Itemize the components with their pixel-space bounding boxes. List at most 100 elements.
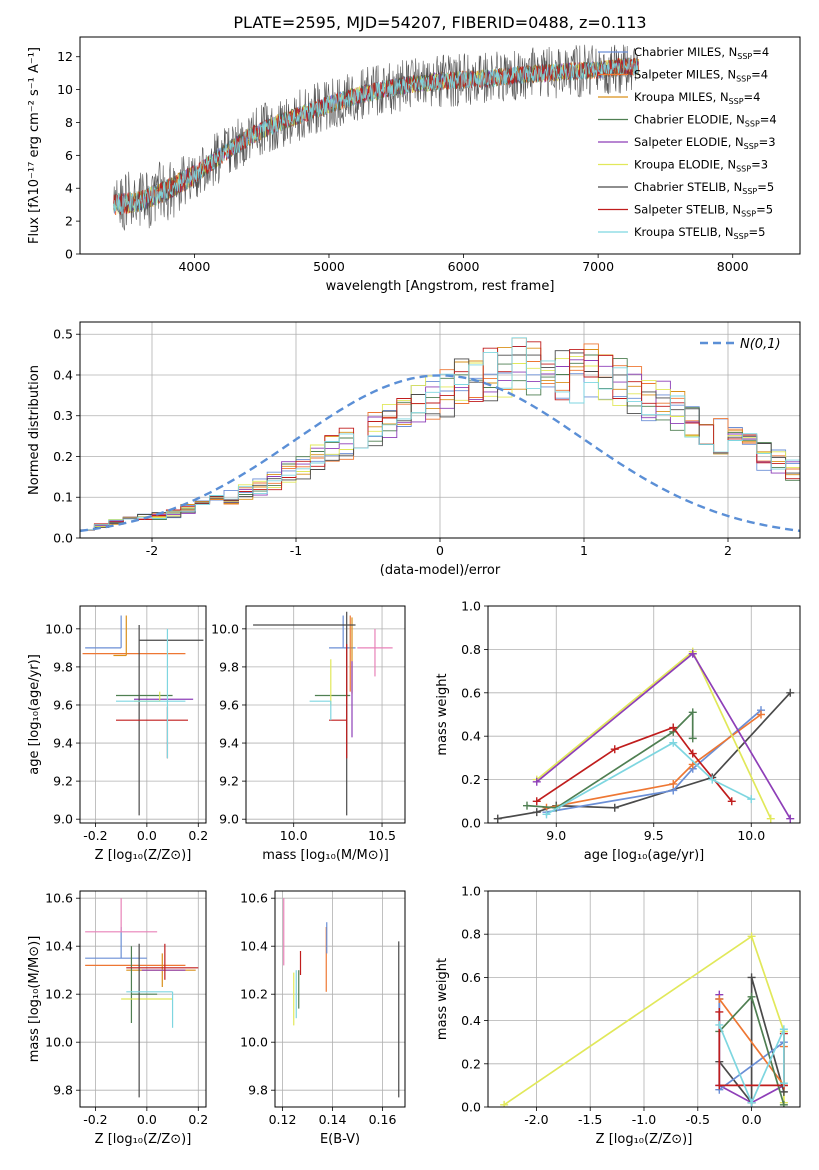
weight-vs-Z-ytick-label: 0.8	[461, 927, 481, 942]
age-vs-mass-errorbar-point	[329, 644, 348, 759]
weight-vs-age-xtick-label: 10.0	[737, 828, 765, 843]
mass-vs-Z-ytick-label: 10.4	[45, 939, 73, 954]
weight-vs-Z-series-line	[718, 977, 785, 1106]
legend-subscript: SSP	[737, 52, 752, 61]
weight-vs-Z-ytick-label: 0.2	[461, 1056, 481, 1071]
residuals-ytick-label: 0.3	[53, 408, 73, 423]
age-vs-Z-frame	[79, 605, 207, 824]
legend-entry: Salpeter MILES, NSSP=4	[634, 68, 768, 84]
legend-subscript: SSP	[744, 142, 759, 151]
weight-vs-age-point-marker	[493, 814, 502, 823]
age-vs-mass-ytick-label: 9.8	[219, 659, 239, 674]
weight-vs-Z-ytick-label: 0.4	[461, 1013, 481, 1028]
residuals-xtick-label: -2	[146, 543, 158, 558]
weight-vs-Z-point-marker	[779, 1025, 788, 1034]
mass-vs-Z-errorbars	[85, 898, 199, 1098]
mass-vs-Z-xlabel: Z [log₁₀(Z/Z⊙)]	[95, 1132, 192, 1147]
residuals-histogram-series	[80, 337, 800, 538]
age-vs-mass-errorbars	[253, 611, 393, 816]
mass-vs-EBV-axes: 0.12 0.14 0.16 9.8 10.0 10.2 10.4 10.6 E(B-V)	[240, 891, 405, 1147]
weight-vs-age-ytick-label: 0.0	[461, 816, 481, 831]
age-vs-Z-errorbar-point	[85, 615, 122, 649]
weight-vs-age-point-marker	[688, 708, 697, 717]
age-vs-mass-ytick-label: 10.0	[211, 621, 239, 636]
legend-tail: =4	[760, 113, 777, 127]
age-vs-mass-frame	[245, 605, 406, 824]
weight-vs-age-point-marker	[766, 814, 775, 823]
weight-vs-Z-frame	[487, 890, 801, 1108]
legend-label: Kroupa MILES, N	[634, 90, 729, 104]
age-vs-mass-errorbar-point	[329, 615, 356, 649]
mass-vs-EBV-xtick-label: 0.14	[319, 1112, 347, 1127]
weight-vs-age-ytick-label: 1.0	[461, 599, 481, 614]
weight-vs-Z-point-marker	[779, 1079, 788, 1088]
residuals-ytick-label: 0.5	[53, 327, 73, 342]
spectrum-series-line	[113, 57, 639, 214]
age-vs-mass-xlabel: mass [log₁₀(M/M⊙)]	[262, 848, 389, 863]
weight-vs-Z-point-marker	[747, 1098, 756, 1107]
age-vs-Z-ylabel: age [log₁₀(age/yr)]	[27, 654, 42, 775]
weight-vs-age-ytick-label: 0.6	[461, 685, 481, 700]
weight-vs-age-point-marker	[669, 723, 678, 732]
age-vs-Z-ytick-label: 10.0	[45, 621, 73, 636]
legend-label: Salpeter STELIB, N	[634, 203, 741, 217]
weight-vs-Z-ytick-label: 0.0	[461, 1100, 481, 1115]
spectrum-lines	[113, 44, 639, 231]
weight-vs-Z-ylabel: mass weight	[435, 958, 450, 1040]
spectrum-xtick-label: 6000	[448, 259, 480, 274]
spectrum-ytick-label: 8	[65, 115, 73, 130]
age-vs-mass-ytick-label: 9.6	[219, 697, 239, 712]
weight-vs-age-point-marker	[532, 797, 541, 806]
age-vs-mass-xtick-label: 10.0	[280, 828, 308, 843]
residuals-ytick-label: 0.1	[53, 490, 73, 505]
legend-subscript: SSP	[745, 120, 760, 129]
legend-entry: Chabrier MILES, NSSP=4	[634, 45, 769, 61]
weight-vs-age-xtick-label: 9.0	[546, 828, 566, 843]
mass-vs-EBV-xtick-label: 0.16	[369, 1112, 397, 1127]
legend-entry: Kroupa MILES, NSSP=4	[634, 90, 760, 106]
weight-vs-age-point-marker	[610, 803, 619, 812]
weight-vs-Z-point-marker	[747, 973, 756, 982]
residuals-ytick-label: 0.4	[53, 367, 73, 382]
spectrum-xtick-label: 8000	[717, 259, 749, 274]
residuals-frame	[79, 321, 801, 539]
age-vs-Z-ytick-label: 9.8	[53, 659, 73, 674]
legend-subscript: SSP	[736, 165, 751, 174]
spectrum-ytick-label: 4	[65, 181, 73, 196]
weight-vs-Z-point-marker	[715, 1007, 724, 1016]
legend-tail: =5	[756, 203, 773, 217]
residuals-xtick-label: -1	[290, 543, 302, 558]
mass-vs-Z-ytick-label: 9.8	[53, 1083, 73, 1098]
residuals-ytick-label: 0.2	[53, 449, 73, 464]
mass-vs-EBV-frame	[274, 890, 406, 1108]
weight-vs-age-point-marker	[542, 810, 551, 819]
weight-vs-age-series	[493, 647, 795, 823]
legend-entry: Salpeter STELIB, NSSP=5	[634, 203, 773, 219]
weight-vs-Z-point-marker	[747, 932, 756, 941]
spectrum-frame	[79, 36, 801, 255]
mass-vs-Z-ytick-label: 10.2	[45, 987, 73, 1002]
spectrum-ytick-label: 2	[65, 214, 73, 229]
weight-vs-age-point-marker	[727, 797, 736, 806]
legend-label: Salpeter MILES, N	[634, 68, 736, 82]
weight-vs-Z-xtick-label: -0.5	[686, 1112, 710, 1127]
weight-vs-Z-xlabel: Z [log₁₀(Z/Z⊙)]	[596, 1132, 693, 1147]
weight-vs-Z-xtick-label: -1.0	[632, 1112, 656, 1127]
mass-vs-Z-xtick-label: 0.2	[188, 1112, 208, 1127]
weight-vs-Z-ytick-label: 1.0	[461, 884, 481, 899]
age-vs-Z-xlabel: Z [log₁₀(Z/Z⊙)]	[95, 848, 192, 863]
residuals-xtick-label: 0	[436, 543, 444, 558]
spectrum-axes: 4000 5000 6000 7000 8000 0 2 4 6 8 10 12 wavelength …	[27, 47, 749, 294]
legend-entry: Chabrier ELODIE, NSSP=4	[634, 113, 777, 129]
mass-vs-EBV-ytick-label: 9.8	[248, 1083, 268, 1098]
legend-tail: =3	[759, 135, 776, 149]
age-vs-mass-errorbar-point	[357, 628, 393, 677]
spectrum-xlabel: wavelength [Angstrom, rest frame]	[326, 279, 555, 294]
weight-vs-age-frame	[487, 605, 801, 824]
age-vs-Z-ytick-label: 9.6	[53, 697, 73, 712]
weight-vs-Z-point-marker	[779, 1100, 788, 1107]
age-vs-Z-errorbar-point	[116, 628, 186, 759]
weight-vs-age-axes: 9.0 9.5 10.0 0.0 0.2 0.4 0.6 0.8 1.0 age [log₁₀(a…	[435, 599, 800, 863]
legend-entry: Kroupa ELODIE, NSSP=3	[634, 158, 768, 174]
weight-vs-Z-point-marker	[715, 995, 724, 1003]
